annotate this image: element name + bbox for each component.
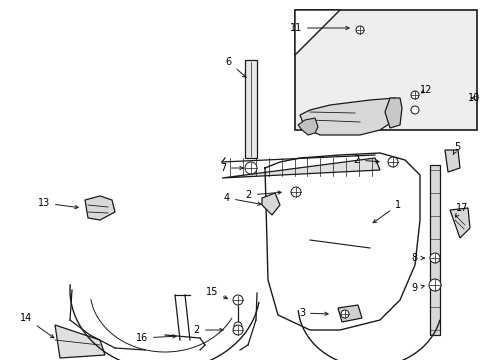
Text: 4: 4 [224, 193, 261, 205]
Circle shape [232, 325, 243, 335]
Polygon shape [444, 150, 459, 172]
Circle shape [387, 157, 397, 167]
Polygon shape [55, 325, 105, 358]
Polygon shape [85, 196, 115, 220]
Polygon shape [244, 60, 257, 158]
Text: 12: 12 [419, 85, 431, 95]
Polygon shape [384, 98, 401, 128]
Circle shape [244, 162, 257, 174]
Polygon shape [429, 165, 439, 335]
Circle shape [290, 187, 301, 197]
Circle shape [429, 253, 439, 263]
Text: 13: 13 [38, 198, 78, 209]
Text: 10: 10 [467, 93, 479, 103]
Text: 9: 9 [411, 283, 424, 293]
Circle shape [428, 279, 440, 291]
Text: 7: 7 [219, 163, 243, 173]
Text: 5: 5 [452, 142, 459, 155]
Text: 3: 3 [298, 308, 327, 318]
Text: 2: 2 [193, 325, 223, 335]
Circle shape [340, 310, 348, 318]
Circle shape [410, 91, 418, 99]
Polygon shape [294, 10, 339, 55]
Polygon shape [449, 208, 469, 238]
Polygon shape [299, 98, 399, 135]
Text: 2: 2 [245, 190, 281, 200]
Text: 8: 8 [411, 253, 423, 263]
Polygon shape [262, 193, 280, 215]
Polygon shape [337, 305, 361, 322]
Text: 6: 6 [225, 57, 245, 77]
Polygon shape [222, 158, 379, 178]
Circle shape [410, 106, 418, 114]
Bar [294, 10, 476, 130]
Text: 1: 1 [372, 200, 400, 223]
Polygon shape [297, 118, 317, 135]
Text: 15: 15 [205, 287, 227, 299]
Circle shape [234, 322, 242, 330]
Circle shape [355, 26, 363, 34]
Text: 2: 2 [353, 155, 378, 165]
Circle shape [232, 295, 243, 305]
Text: 17: 17 [455, 203, 467, 217]
Text: 11: 11 [289, 23, 348, 33]
Text: 14: 14 [20, 313, 54, 338]
Text: 16: 16 [136, 333, 176, 343]
